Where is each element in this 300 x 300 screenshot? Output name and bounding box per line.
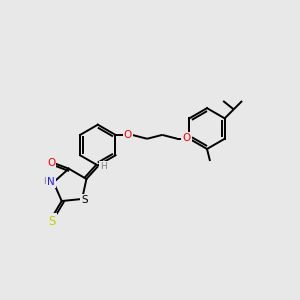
Text: H: H: [44, 177, 50, 186]
Text: S: S: [81, 195, 88, 205]
Text: N: N: [47, 177, 55, 187]
Text: H: H: [100, 162, 106, 171]
Text: O: O: [124, 130, 132, 140]
Text: O: O: [47, 158, 55, 168]
Text: S: S: [48, 214, 56, 228]
Text: O: O: [182, 134, 190, 143]
